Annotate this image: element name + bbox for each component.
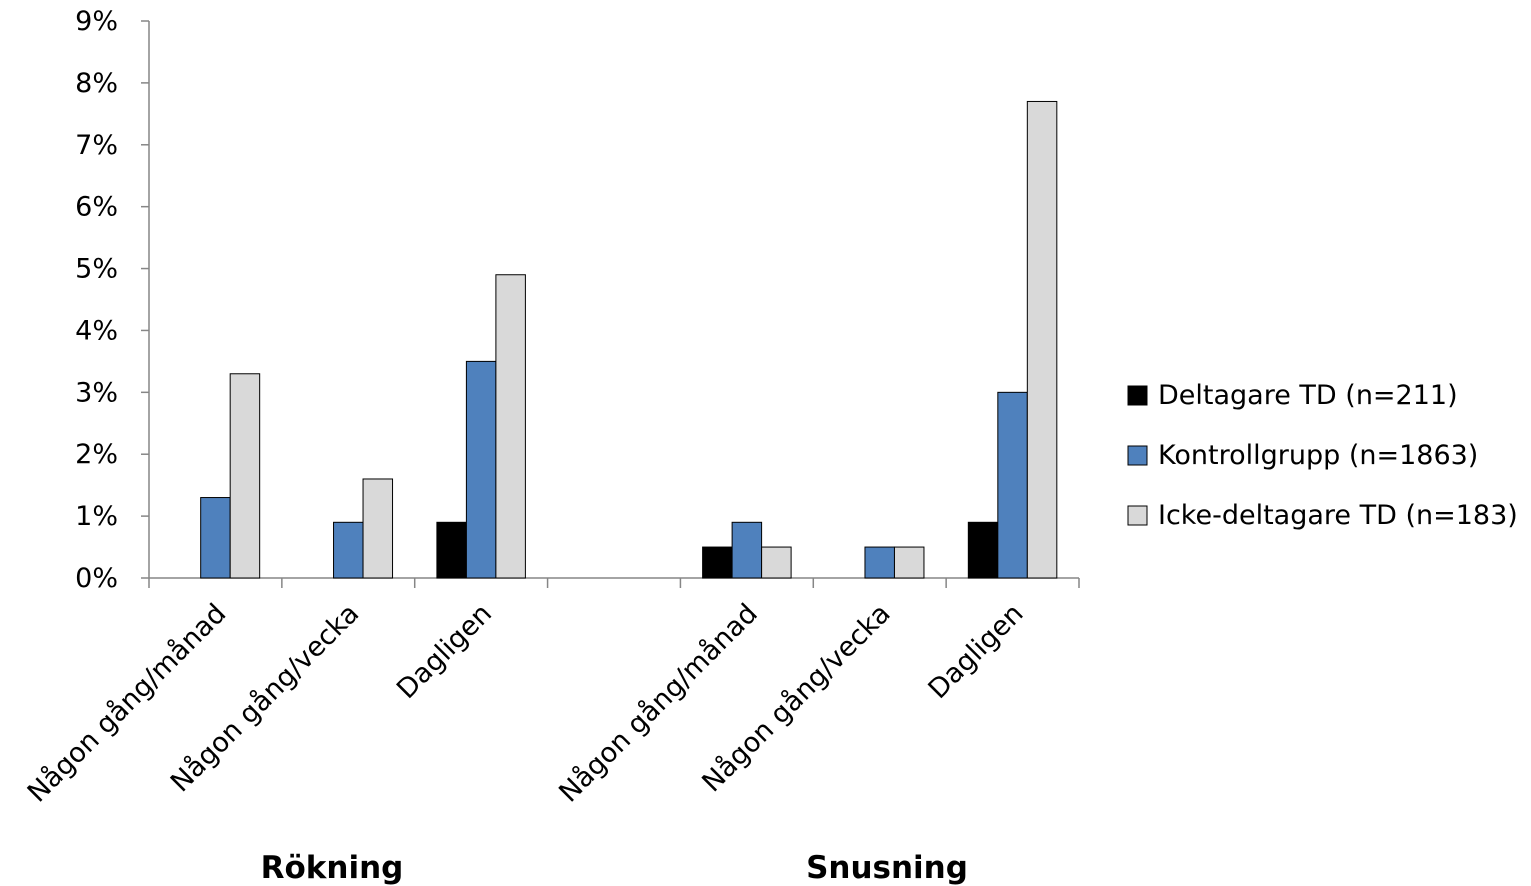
bar-series1-cat4 [731, 521, 763, 579]
legend-label: Kontrollgrupp (n=1863) [1158, 440, 1478, 471]
group-label-snusning: Snusning [806, 850, 968, 886]
legend-swatch [1127, 385, 1148, 406]
group-labels: Rökning Snusning [261, 850, 968, 886]
bar-series2-cat4 [761, 546, 792, 579]
y-tick-label: 5% [75, 254, 118, 285]
x-axis [148, 577, 1080, 588]
bar-series0-cat6 [967, 521, 999, 579]
category-label: Dagligen [391, 598, 498, 705]
y-axis: 0% 1% 2% 3% 4% 5% 6% 7% 8% 9% [75, 6, 150, 594]
bar-series1-cat0 [200, 497, 231, 579]
y-tick-label: 1% [75, 501, 118, 532]
bars [200, 100, 1058, 579]
bar-series2-cat0 [229, 373, 261, 579]
legend-label: Icke-deltagare TD (n=183) [1158, 500, 1518, 531]
bar-series2-cat2 [495, 274, 526, 579]
legend-label: Deltagare TD (n=211) [1158, 380, 1458, 411]
bar-series2-cat6 [1026, 100, 1058, 579]
y-tick-label: 3% [75, 377, 118, 408]
group-label-rokning: Rökning [261, 850, 404, 886]
y-tick-label: 6% [75, 192, 118, 223]
legend: Deltagare TD (n=211) Kontrollgrupp (n=186… [1127, 380, 1518, 531]
y-tick-label: 0% [75, 563, 118, 594]
y-tick-label: 4% [75, 315, 118, 346]
bar-series1-cat5 [864, 546, 895, 579]
bar-series1-cat2 [465, 360, 497, 579]
bar-series1-cat6 [997, 391, 1028, 579]
bar-series2-cat1 [362, 478, 394, 579]
legend-swatch [1127, 505, 1148, 526]
bar-series1-cat1 [333, 521, 364, 579]
category-label: Dagligen [923, 598, 1030, 705]
bar-series2-cat5 [893, 546, 925, 579]
legend-swatch [1127, 445, 1148, 466]
y-tick-label: 2% [75, 439, 118, 470]
y-tick-label: 9% [75, 6, 118, 37]
y-tick-label: 7% [75, 130, 118, 161]
bar-series0-cat4 [702, 546, 733, 579]
bar-series0-cat2 [436, 521, 467, 579]
y-tick-label: 8% [75, 68, 118, 99]
